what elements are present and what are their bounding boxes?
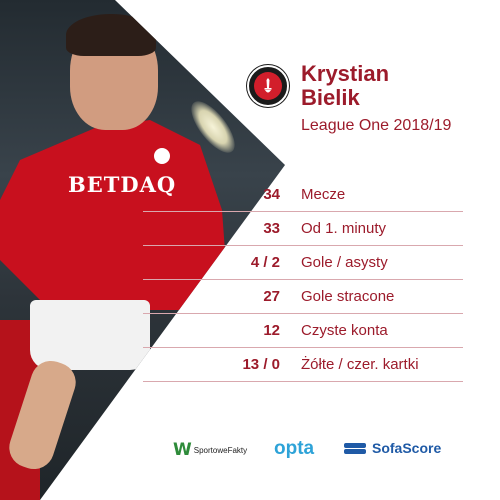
stat-label: Gole stracone [301,288,395,305]
player-hair [66,14,156,56]
wp-sportowefakty-logo: W SportoweFakty [173,440,247,460]
jersey-sponsor-text: BETDAQ [68,172,177,197]
sofascore-logo: SofaScore [344,440,441,456]
stat-row-clean-sheets: 12 Czyste konta [143,314,463,348]
stat-row-matches: 34 Mecze [143,178,463,212]
stat-label: Od 1. minuty [301,220,387,237]
stat-value: 33 [263,220,280,237]
stat-row-starts: 33 Od 1. minuty [143,212,463,246]
stat-label: Mecze [301,186,346,203]
player-shorts [30,300,150,370]
stat-row-cards: 13 / 0 Żółte / czer. kartki [143,348,463,382]
sofa-icon [344,443,366,454]
wp-logo-text: SportoweFakty [193,445,248,455]
charlton-athletic-crest-icon [254,72,282,100]
jersey-crest-icon [152,146,172,166]
stat-label: Czyste konta [301,322,388,339]
sofascore-logo-text: SofaScore [372,440,442,456]
season-label: League One 2018/19 [301,117,452,134]
stat-value: 27 [263,288,280,305]
stat-row-goals-conceded: 27 Gole stracone [143,280,463,314]
player-first-name: Krystian [301,61,390,86]
wp-mark-icon: W [173,440,192,460]
opta-logo: opta [274,438,315,459]
stat-value: 13 / 0 [242,356,280,373]
stats-table: 34 Mecze 33 Od 1. minuty 4 / 2 Gole / as… [143,178,463,382]
stat-label: Gole / asysty [301,254,388,271]
stat-row-goals-assists: 4 / 2 Gole / asysty [143,246,463,280]
stat-value: 34 [263,186,280,203]
stat-value: 4 / 2 [250,254,280,271]
stat-value: 12 [263,322,280,339]
footer-logos: W SportoweFakty opta SofaScore [0,438,500,462]
club-badge [247,65,289,107]
player-last-name: Bielik [301,85,360,110]
stat-label: Żółte / czer. kartki [301,356,419,373]
sword-hand-icon [264,78,272,93]
